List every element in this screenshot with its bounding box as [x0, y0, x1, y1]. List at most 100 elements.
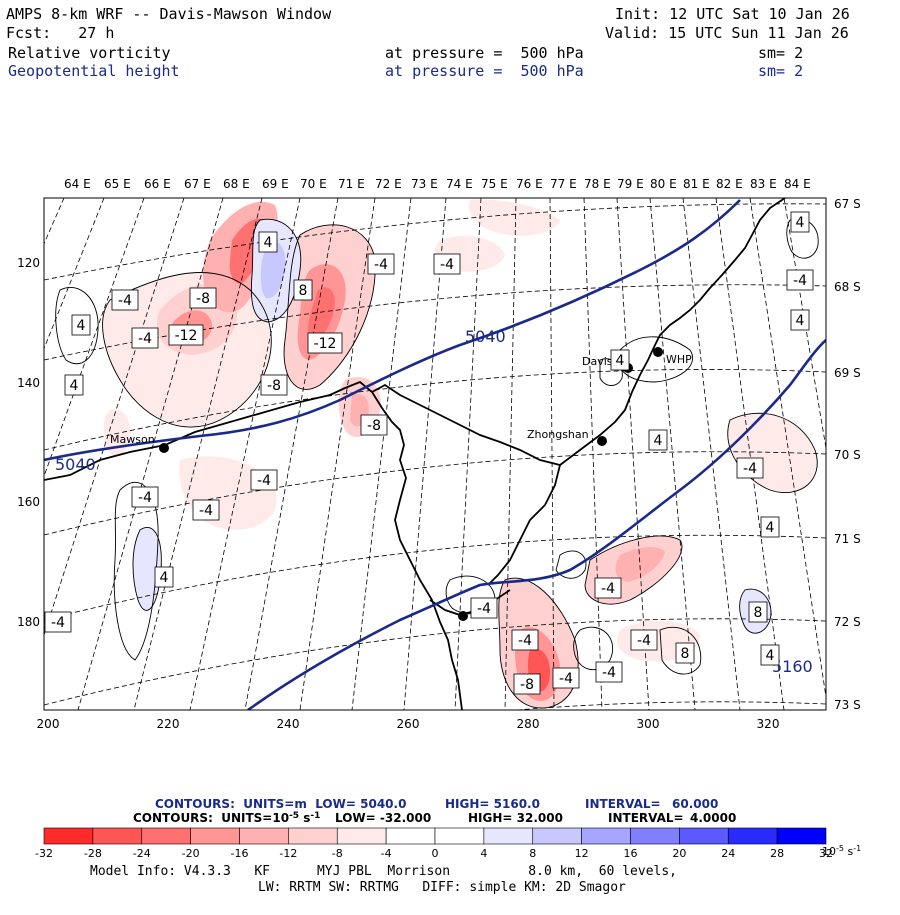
lon-label: 70 E [300, 177, 327, 191]
contour-label: -4 [559, 671, 573, 687]
lon-label: 81 E [683, 177, 710, 191]
contour-label: -4 [601, 581, 615, 597]
colorbar-tick-label: -16 [231, 847, 249, 860]
y-tick: 160 [17, 495, 40, 509]
x-tick: 280 [517, 717, 540, 731]
lon-label: 74 E [446, 177, 473, 191]
lon-label: 72 E [375, 177, 402, 191]
lat-label: 67 S [834, 197, 861, 211]
lon-label: 82 E [716, 177, 743, 191]
contour-label: -8 [367, 418, 381, 434]
colorbar-tick-label: -24 [133, 847, 151, 860]
colorbar-swatch [776, 827, 827, 845]
station-label: Mawson [110, 433, 155, 446]
map-frame [43, 197, 827, 711]
coastline [44, 198, 786, 710]
colorbar [43, 827, 827, 845]
contour-label: -8 [267, 378, 281, 394]
field-2-level: at pressure = 500 hPa [385, 62, 584, 80]
contour-label: -4 [440, 257, 454, 273]
contour-label: -4 [138, 331, 152, 347]
height-label: 5040 [55, 455, 96, 474]
lon-label: 84 E [784, 177, 811, 191]
field-2-name: Geopotential height [8, 62, 180, 80]
colorbar-tick-label: 12 [575, 847, 589, 860]
contour-label: 4 [160, 570, 169, 586]
longitude-grid [44, 198, 826, 710]
lon-label: 71 E [338, 177, 365, 191]
colorbar-swatch [190, 827, 240, 845]
colorbar-swatch [434, 827, 485, 845]
lon-label: 65 E [104, 177, 131, 191]
lat-label: 71 S [834, 532, 861, 546]
model-info: Model Info: V4.3.3 KF MYJ PBL Morrison 8… [90, 864, 677, 879]
x-tick: 220 [157, 717, 180, 731]
colorbar-tick-label: -8 [332, 847, 343, 860]
station-label: WHP [666, 353, 692, 366]
contour-label: 4 [654, 433, 663, 449]
contour-label: 4 [70, 378, 79, 394]
field-1-name: Relative vorticity [8, 44, 171, 62]
colorbar-tick-label: 4 [480, 847, 487, 860]
colorbar-swatch [385, 827, 436, 845]
colorbar-unit: 10-5 s-1 [822, 844, 861, 858]
contour-label: -4 [257, 473, 271, 489]
station-dot [159, 443, 169, 453]
stations: Mawson Davis WHP Zhongshan [110, 347, 692, 621]
field-2-smooth: sm= 2 [758, 62, 804, 80]
x-tick: 260 [397, 717, 420, 731]
contour-label: -4 [118, 293, 132, 309]
station-dot [653, 347, 663, 357]
colorbar-swatch [43, 827, 94, 845]
contour-label: 4 [796, 215, 805, 231]
lon-label: 66 E [144, 177, 171, 191]
station-dot [458, 611, 468, 621]
model-title: AMPS 8-km WRF -- Davis-Mawson Window [6, 5, 332, 23]
height-label: 5160 [772, 657, 813, 676]
contour-label: -4 [743, 461, 757, 477]
vorticity-contour-info: CONTOURS: UNITS=10-5 s-1 LOW= -32.000 HIGH… [133, 811, 736, 825]
colorbar-swatch [288, 827, 338, 845]
x-axis-ticks: 200 220 240 260 280 300 320 [37, 717, 780, 731]
lon-label: 67 E [184, 177, 211, 191]
contour-label: 4 [766, 648, 775, 664]
colorbar-labels: -32 -28 -24 -20 -16 -12 -8 -4 0 4 8 12 16 20 24 28 32 [35, 847, 833, 860]
valid-time: Valid: 15 UTC Sun 11 Jan 26 [605, 24, 849, 42]
lon-label: 75 E [481, 177, 508, 191]
lat-label: 72 S [834, 615, 861, 629]
field-1-smooth: sm= 2 [758, 44, 804, 62]
contour-label: -4 [477, 601, 491, 617]
geopotential-contours [44, 199, 826, 710]
contour-label: -12 [314, 336, 337, 352]
y-tick: 180 [17, 615, 40, 629]
longitude-labels: 64 E 65 E 66 E 67 E 68 E 69 E 70 E 71 E … [64, 177, 811, 191]
colorbar-tick-label: -20 [182, 847, 200, 860]
legend: CONTOURS: UNITS=m LOW= 5040.0 HIGH= 5160.… [35, 797, 861, 860]
contour-label: -4 [518, 633, 532, 649]
x-tick: 300 [637, 717, 660, 731]
latitude-labels: 67 S 68 S 69 S 70 S 71 S 72 S 73 S [834, 197, 861, 712]
contour-label: -4 [374, 257, 388, 273]
contour-label: -8 [520, 677, 534, 693]
contour-label: -4 [793, 273, 807, 289]
colorbar-tick-label: 8 [529, 847, 536, 860]
colorbar-swatch [239, 827, 289, 845]
colorbar-swatch [336, 827, 387, 845]
colorbar-tick-label: 20 [672, 847, 686, 860]
contour-label: -4 [138, 490, 152, 506]
height-label: 5040 [465, 327, 506, 346]
vorticity-labels: 4 -4 -8 -12 8 -4 -4 -4 -4 -4 4 -12 -8 -8… [44, 211, 814, 695]
contour-label: -4 [51, 615, 65, 631]
field-1-level: at pressure = 500 hPa [385, 44, 584, 62]
lon-label: 69 E [262, 177, 289, 191]
forecast-hour: Fcst: 27 h [6, 24, 115, 42]
colorbar-tick-label: -12 [279, 847, 297, 860]
lon-label: 80 E [650, 177, 677, 191]
lat-label: 70 S [834, 448, 861, 462]
lon-label: 79 E [617, 177, 644, 191]
lon-label: 83 E [750, 177, 777, 191]
station-dot [597, 436, 607, 446]
colorbar-swatch [727, 827, 778, 845]
x-tick: 320 [757, 717, 780, 731]
contour-label: 8 [754, 605, 763, 621]
